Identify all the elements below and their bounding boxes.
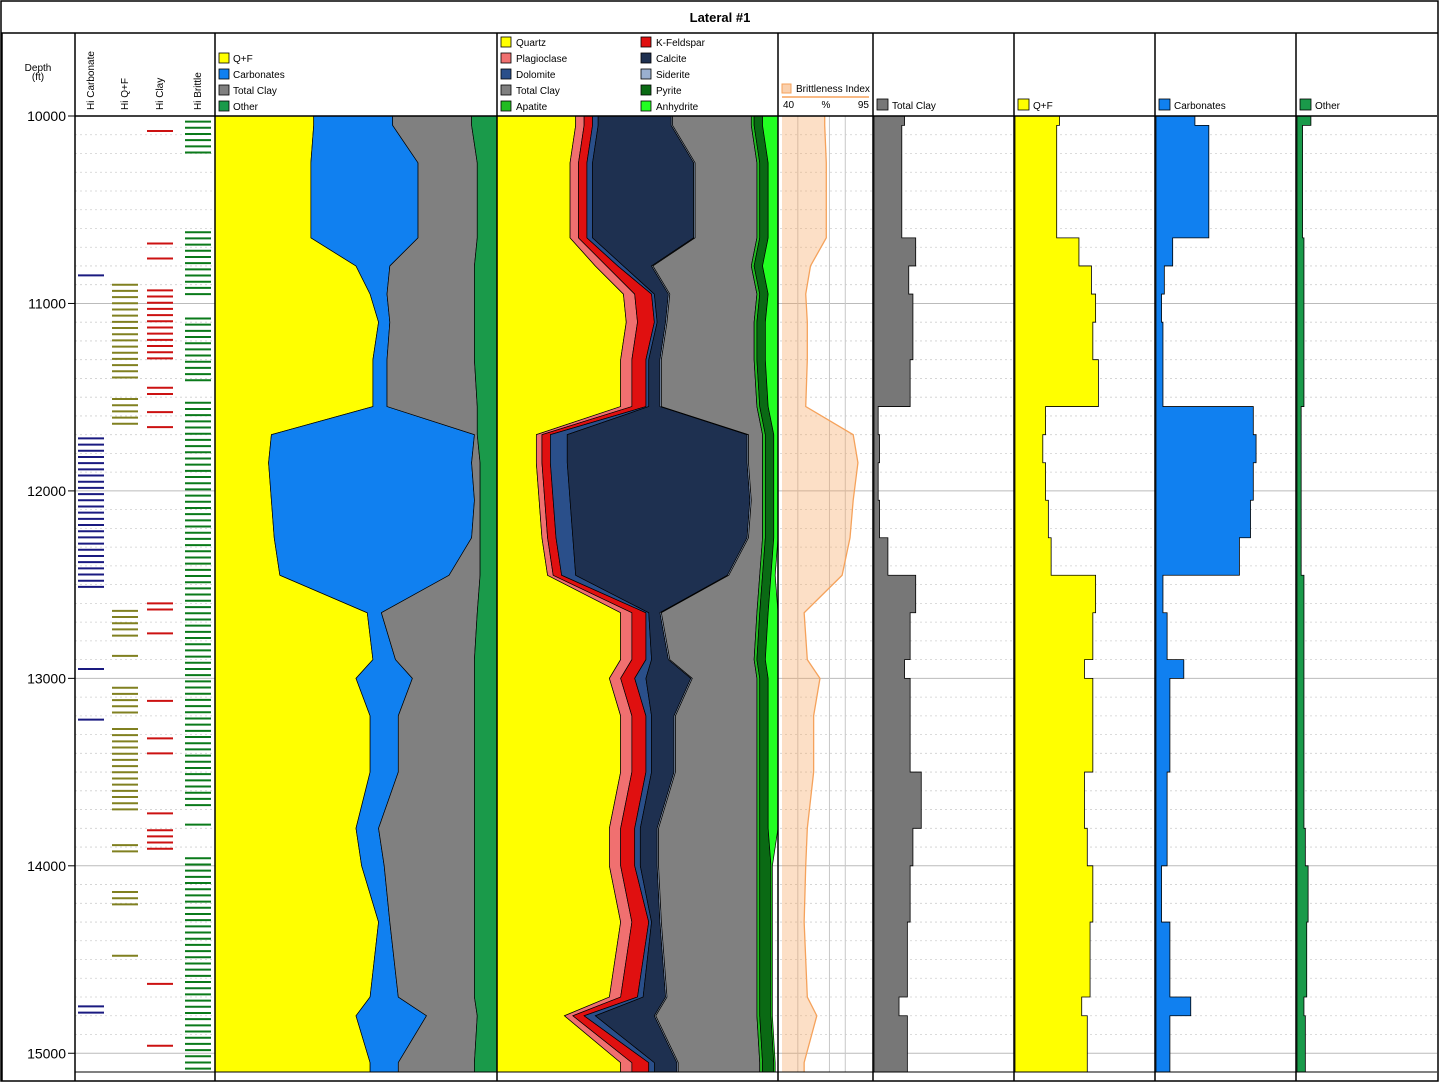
legend-label: Quartz [516, 38, 546, 49]
flag-track-label: Hi Carbonate [86, 51, 97, 110]
legend-label: Plagioclase [516, 54, 568, 65]
legend-label: Siderite [656, 70, 690, 81]
legend-swatch [781, 83, 792, 94]
legend-swatch [640, 68, 652, 80]
legend-swatch [876, 98, 889, 111]
single-track-fill-other [1296, 115, 1312, 1073]
legend-swatch [218, 52, 230, 64]
legend-label: Apatite [516, 102, 548, 113]
single-track-label: Total Clay [892, 101, 936, 112]
brittleness-label: Brittleness Index [796, 84, 870, 95]
single-track-fill-total-clay [873, 115, 922, 1073]
legend-label: Q+F [233, 54, 253, 65]
legend-swatch [1299, 98, 1312, 111]
legend-swatch [500, 100, 512, 112]
brittleness-fill [782, 116, 858, 1072]
legend-label: Dolomite [516, 70, 556, 81]
single-track-label: Q+F [1033, 101, 1053, 112]
depth-axis-label: Depth [25, 63, 52, 74]
legend-swatch [218, 84, 230, 96]
legend-swatch [500, 36, 512, 48]
depth-tick-label: 13000 [27, 670, 66, 686]
legend-swatch [500, 84, 512, 96]
legend-label: Pyrite [656, 86, 682, 97]
depth-axis-unit: (ft) [32, 72, 44, 83]
flag-track-label: Hi Q+F [120, 78, 131, 110]
depth-tick-label: 14000 [27, 858, 66, 874]
depth-tick-label: 15000 [27, 1045, 66, 1061]
legend-label: Calcite [656, 54, 687, 65]
single-track-fill-carbonates [1155, 115, 1257, 1073]
legend-swatch [640, 36, 652, 48]
legend-swatch [640, 84, 652, 96]
legend-swatch [218, 68, 230, 80]
flag-track-label: Hi Brittle [193, 72, 204, 110]
depth-tick-label: 10000 [27, 108, 66, 124]
brittleness-curve [803, 116, 859, 1072]
legend-swatch [640, 100, 652, 112]
legend-swatch [500, 52, 512, 64]
legend-label: Total Clay [233, 86, 277, 97]
flag-track-label: Hi Clay [155, 78, 166, 110]
brittleness-max-label: 95 [858, 100, 870, 111]
tracks-layer: Depth(ft) 10000 11000 12000 13000 14000 15000 H… [1, 33, 1437, 1081]
legend-label: Carbonates [233, 70, 285, 81]
legend-label: Other [233, 102, 259, 113]
single-track-label: Carbonates [1174, 101, 1226, 112]
single-track-label: Other [1315, 101, 1341, 112]
single-track-fill-q-f [1014, 115, 1099, 1073]
legend-label: K-Feldspar [656, 38, 706, 49]
legend-label: Total Clay [516, 86, 560, 97]
brittleness-unit-label: % [822, 100, 831, 111]
brittleness-min-label: 40 [783, 100, 795, 111]
legend-swatch [640, 52, 652, 64]
legend-label: Anhydrite [656, 102, 699, 113]
depth-tick-label: 12000 [27, 483, 66, 499]
legend-swatch [500, 68, 512, 80]
legend-swatch [1158, 98, 1171, 111]
legend-swatch [218, 100, 230, 112]
chart-title: Lateral #1 [690, 10, 751, 25]
depth-tick-label: 11000 [28, 295, 66, 311]
legend-swatch [1017, 98, 1030, 111]
